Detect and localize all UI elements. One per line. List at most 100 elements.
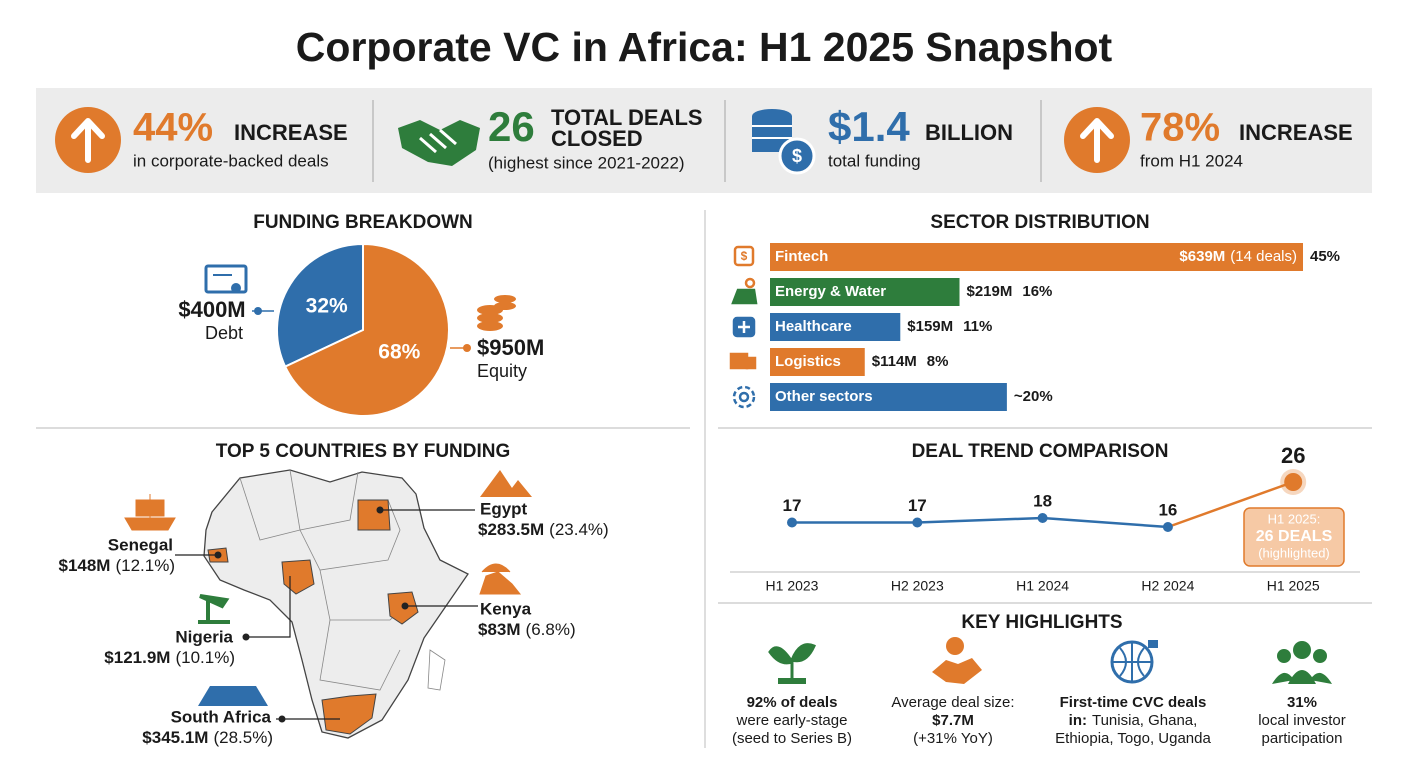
highlight-line: 31% [1287,694,1317,711]
highlight-line: (seed to Series B) [732,730,852,747]
highlight-text: (seed to Series B) [732,730,852,747]
pie: 32% 68% [276,242,450,417]
pie-slice [276,242,364,368]
stat-big: 78% [1140,106,1220,150]
highlight-icons [768,637,1332,684]
callout-text: 26 DEALS [1256,528,1333,545]
stat-sub: total funding [828,151,921,170]
bar-category: Fintech [775,248,828,265]
callout-text: H1 2025: [1268,511,1321,526]
bar [770,278,960,306]
country-share: (10.1%) [175,648,235,667]
stat-sub: from H1 2024 [1140,151,1243,170]
point-label: 16 [1158,500,1177,519]
highlight-line: Ethiopia, Togo, Uganda [1055,730,1211,747]
amount-label: $219M [967,283,1013,300]
certificate-icon [204,264,248,294]
leaders [175,509,478,720]
highlight-line: in: Tunisia, Ghana, [1069,712,1198,729]
svg-text:$: $ [741,249,748,263]
country-share: (12.1%) [115,556,175,575]
point-label: 18 [1033,491,1052,510]
point [1162,522,1173,532]
line-chart: 17 H1 2023 17 H2 2023 18 H1 2024 16 H2 2024 26 H1… [766,443,1320,594]
africa-map [203,469,469,739]
stat-sub: in corporate-backed deals [133,151,329,170]
point [1037,513,1048,523]
stat-sub: (highest since 2021-2022) [488,153,685,172]
bar-category: Energy & Water [775,283,886,300]
amount-label: $950M [477,335,544,360]
slice-label: 32% [306,295,348,318]
deal-label: (14 deals) [1230,248,1297,265]
highlight-line: were early-stage [736,712,848,729]
handshake-icon [398,120,480,166]
bar-category: Logistics [775,353,841,370]
country-amount: $83M [478,620,521,639]
country-icons [124,470,532,706]
bar [770,348,865,376]
country-funding: $148M (12.1%) [58,556,175,575]
bar [770,243,1303,271]
point [1284,473,1303,491]
stat-head: TOTAL DEALS [551,105,703,130]
coins-icon: $ [752,109,816,175]
amount-label: $114M [872,353,917,370]
share-label: 16% [1022,283,1052,300]
country-funding: $121.9M (10.1%) [104,648,235,667]
highlight-text: 31% [1287,694,1317,711]
stats-band [36,88,1372,193]
arrow-icon [1064,107,1130,173]
country-amount: $121.9M [104,648,170,667]
highlight-line: Average deal size: [891,694,1014,711]
svg-text:$: $ [792,146,802,166]
country-labels: Egypt $283.5M (23.4%) Senegal $148M (12.1%) Ke… [58,499,608,747]
stat-big: $1.4 [828,103,910,150]
highlight-text: local investor [1258,712,1346,729]
bar-category: Healthcare [775,318,852,335]
stat-big: 26 [488,103,535,150]
amount-label: $639M [1179,248,1225,265]
page-title: Corporate VC in Africa: H1 2025 Snapshot [296,24,1113,70]
country-name: South Africa [171,707,272,726]
section-title: KEY HIGHLIGHTS [961,612,1122,633]
highlight-text: $7.7M [932,712,974,729]
sector-icons: $ [729,245,758,409]
point-label: 17 [783,496,802,515]
country-name: Kenya [480,599,532,618]
highlight-line: participation [1262,730,1343,747]
stat-head: CLOSED [551,126,643,151]
country-share: (23.4%) [549,520,609,539]
pie-slice [283,242,450,417]
highlight-line: First-time CVC deals [1060,694,1207,711]
section-title: SECTOR DISTRIBUTION [930,212,1149,233]
country-name: Nigeria [175,627,233,646]
share-label: 11% [963,318,992,335]
highlight-text: 92% of deals [747,694,838,711]
stat-head: INCREASE [234,120,348,145]
highlight-text: (+31% YoY) [913,730,993,747]
bar-category: Other sectors [775,388,873,405]
point [787,517,797,528]
country-funding: $83M (6.8%) [478,620,576,639]
country-name: Senegal [108,535,173,554]
stat-big: 44% [133,106,213,150]
highlight-text: in: [1069,712,1087,729]
section-title: FUNDING BREAKDOWN [253,212,473,233]
country-share: (28.5%) [213,728,273,747]
country-funding: $345.1M (28.5%) [142,728,273,747]
point [912,517,923,528]
country-amount: $283.5M [478,520,544,539]
highlight-segment [1167,480,1294,529]
x-tick-label: H1 2024 [1016,578,1069,594]
x-tick-label: H1 2023 [766,578,819,594]
callout-text: (highlighted) [1258,545,1330,560]
category-label: Equity [477,361,527,381]
x-tick-label: H1 2025 [1267,578,1320,594]
share-label: ~20% [1014,388,1053,405]
share-label: 45% [1310,248,1340,265]
share-label: 8% [927,353,949,370]
highlight-line: (+31% YoY) [913,730,993,747]
